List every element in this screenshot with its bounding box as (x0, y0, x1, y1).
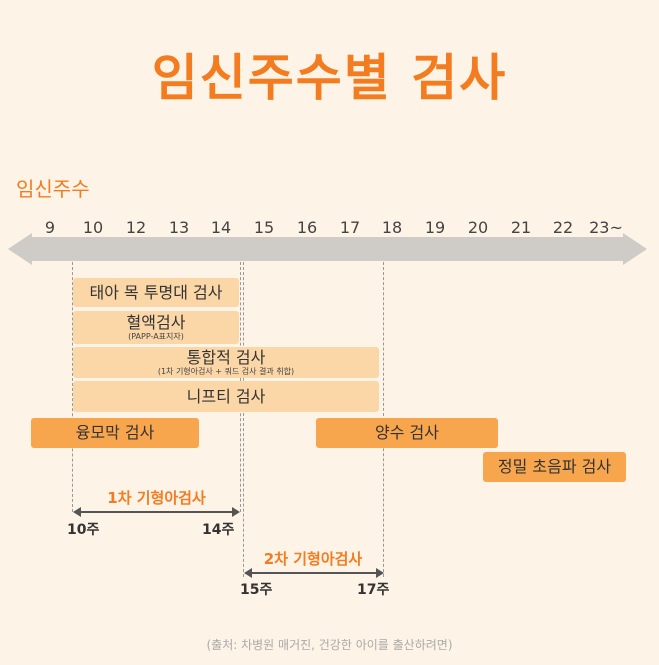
screening-2-range-line (251, 572, 376, 574)
week-tick: 18 (381, 218, 403, 237)
test-bar-chorionic-villus: 융모막 검사 (31, 418, 199, 448)
week-tick: 22 (552, 218, 574, 237)
test-bar-amniocentesis: 양수 검사 (316, 418, 498, 448)
arrow-left-icon (73, 507, 81, 517)
test-label: 니프티 검사 (186, 386, 266, 406)
screening-1-range-line (80, 511, 232, 513)
screening-1-title: 1차 기형아검사 (107, 489, 206, 507)
test-bar-integrated: 통합적 검사 (1차 기형아검사 + 쿼드 검사 결과 취합) (73, 347, 379, 378)
week-tick: 19 (424, 218, 446, 237)
test-bar-detailed-ultrasound: 정밀 초음파 검사 (483, 452, 626, 482)
screening-2-end: 17주 (357, 582, 390, 598)
timeline-axis (30, 237, 625, 261)
test-bar-blood: 혈액검사 (PAPP-A표지자) (73, 311, 239, 344)
test-label: 융모막 검사 (75, 423, 155, 442)
page-title: 임신주수별 검사 (151, 49, 508, 107)
week-tick: 14 (210, 218, 232, 237)
test-bar-nuchal-translucency: 태아 목 투명대 검사 (73, 278, 239, 307)
week-tick: 21 (510, 218, 532, 237)
test-bar-nifty: 니프티 검사 (73, 381, 379, 412)
test-label: 통합적 검사 (186, 348, 266, 367)
test-label: 양수 검사 (375, 423, 439, 442)
test-sublabel: (1차 기형아검사 + 쿼드 검사 결과 취합) (157, 367, 295, 376)
week-tick: 16 (296, 218, 318, 237)
arrow-left-icon (244, 568, 252, 578)
screening-2-title: 2차 기형아검사 (263, 550, 363, 568)
test-label: 정밀 초음파 검사 (497, 457, 612, 476)
week-tick: 10 (82, 218, 104, 237)
week-tick: 9 (44, 218, 56, 237)
week-tick: 15 (253, 218, 275, 237)
test-label: 태아 목 투명대 검사 (89, 282, 223, 302)
week-tick: 17 (339, 218, 361, 237)
week-tick: 13 (168, 218, 190, 237)
screening-1-start: 10주 (67, 522, 100, 538)
arrow-right-icon (623, 233, 647, 265)
arrow-left-icon (8, 233, 32, 265)
source-note: (출처: 차병원 매거진, 건강한 아이를 출산하려면) (206, 638, 453, 652)
guide-line-week15 (243, 262, 244, 577)
week-tick: 23~ (589, 218, 623, 237)
arrow-right-icon (232, 507, 240, 517)
week-tick: 12 (125, 218, 147, 237)
screening-1-end: 14주 (202, 522, 235, 538)
test-sublabel: (PAPP-A표지자) (128, 332, 184, 341)
test-label: 혈액검사 (126, 313, 186, 332)
arrow-right-icon (376, 568, 384, 578)
axis-title: 임신주수 (16, 177, 90, 201)
screening-2-start: 15주 (240, 582, 273, 598)
guide-line-week10 (72, 262, 73, 512)
week-tick: 20 (467, 218, 489, 237)
